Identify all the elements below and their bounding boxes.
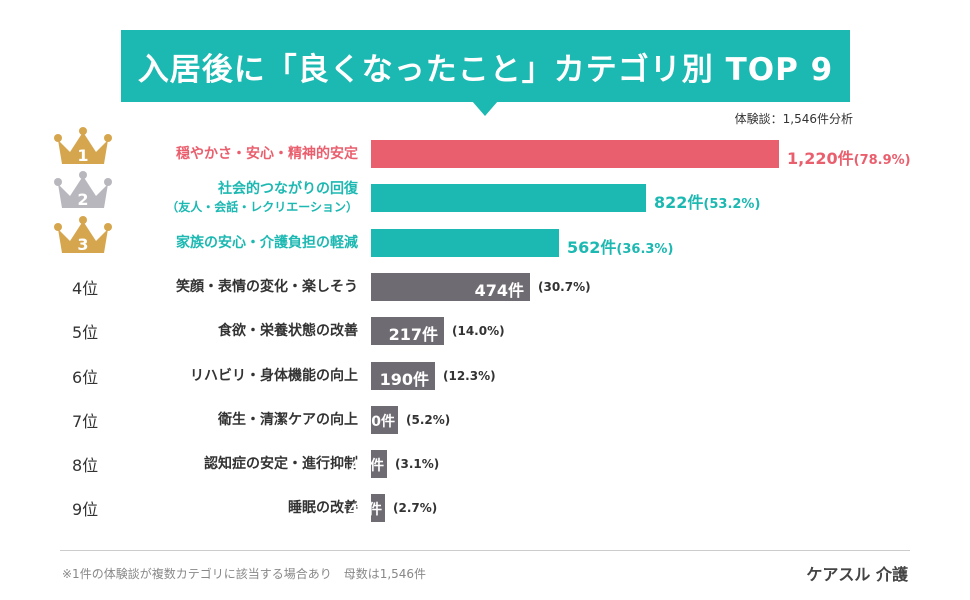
footnote: ※1件の体験談が複数カテゴリに該当する場合あり 母数は1,546件 [62, 567, 427, 581]
bar-value-label: 822件(53.2%) [654, 189, 760, 213]
percent-label: (53.2%) [703, 197, 761, 213]
percent-label: (12.3%) [443, 368, 496, 383]
category-label: 穏やかさ・安心・精神的安定 [176, 145, 358, 163]
category-label-text: 家族の安心・介護負担の軽減 [176, 234, 358, 251]
rank-label: 5位 [72, 323, 99, 343]
bar: 217件 [371, 317, 444, 346]
count-label: 822件 [654, 193, 704, 213]
category-label-text: 衛生・清潔ケアの向上 [218, 411, 358, 428]
rank-label: 4位 [72, 278, 99, 298]
bar-row: 9位 睡眠の改善 41件 (2.7%) [0, 488, 970, 528]
sample-size-note: 体験談：1,546件分析 [734, 112, 853, 126]
footer-divider [60, 550, 910, 551]
category-sublabel: （友人・会話・レクリエーション） [166, 200, 358, 215]
rank-label: 8位 [72, 456, 99, 476]
count-label: 217件 [388, 325, 438, 345]
bar: 80件 [362, 405, 398, 434]
crown-icon: 3 [54, 215, 112, 254]
chart-title: 入居後に「良くなったこと」カテゴリ別 TOP 9 [137, 51, 834, 88]
bar [371, 140, 779, 168]
bar: 41件 [349, 494, 385, 523]
bar: 190件 [371, 361, 435, 390]
title-banner: 入居後に「良くなったこと」カテゴリ別 TOP 9 [121, 30, 850, 102]
bar [371, 184, 646, 213]
percent-label: (30.7%) [538, 279, 591, 294]
count-label: 474件 [474, 280, 524, 300]
bar-row: 8位 認知症の安定・進行抑制 48件 (3.1%) [0, 444, 970, 484]
category-label: 睡眠の改善 [288, 499, 358, 517]
bar: 474件 [371, 272, 530, 301]
category-label-text: リハビリ・身体機能の向上 [190, 367, 358, 384]
category-label: 社会的つながりの回復 （友人・会話・レクリエーション） [166, 180, 358, 216]
crown-icon: 2 [54, 171, 112, 209]
bar [371, 228, 559, 257]
title-pointer [472, 101, 498, 116]
bar-row: 6位 リハビリ・身体機能の向上 190件 (12.3%) [0, 356, 970, 396]
category-label-text: 穏やかさ・安心・精神的安定 [176, 146, 358, 162]
bar-row: 7位 衛生・清潔ケアの向上 80件 (5.2%) [0, 400, 970, 440]
crown-rank-number: 3 [77, 235, 88, 254]
percent-label: (3.1%) [395, 457, 440, 472]
crown-rank-number: 1 [77, 146, 88, 165]
crown-rank-number: 2 [77, 190, 88, 209]
rank-label: 6位 [72, 367, 99, 387]
category-label-text: 社会的つながりの回復 [218, 181, 358, 198]
bar-value-label: 562件(36.3%) [567, 234, 673, 258]
percent-label: (5.2%) [406, 412, 451, 427]
percent-label: (36.3%) [616, 241, 674, 257]
bar-row: 2 社会的つながりの回復 （友人・会話・レクリエーション） 822件(53.2%) [0, 171, 970, 218]
percent-label: (2.7%) [393, 501, 438, 516]
bar: 48件 [351, 450, 387, 479]
category-label-text: 認知症の安定・進行抑制 [204, 456, 358, 473]
bar-row: 1 穏やかさ・安心・精神的安定 1,220件(78.9%) [0, 127, 970, 174]
percent-label: (14.0%) [452, 324, 505, 339]
count-label: 48件 [350, 458, 384, 475]
rank-label: 9位 [72, 500, 99, 520]
category-label: 笑顔・表情の変化・楽しそう [176, 278, 358, 296]
category-label: リハビリ・身体機能の向上 [190, 367, 358, 385]
count-label: 190件 [379, 369, 429, 389]
bar-row: 4位 笑顔・表情の変化・楽しそう 474件 (30.7%) [0, 267, 970, 307]
percent-label: (78.9%) [853, 153, 911, 168]
bar-value-label: 1,220件(78.9%) [787, 145, 911, 169]
count-label: 41件 [348, 502, 382, 519]
category-label-text: 食欲・栄養状態の改善 [218, 323, 358, 340]
category-label: 家族の安心・介護負担の軽減 [176, 234, 358, 252]
count-label: 80件 [361, 413, 395, 430]
bar-row: 3 家族の安心・介護負担の軽減 562件(36.3%) [0, 215, 970, 263]
crown-icon: 1 [54, 127, 112, 165]
category-label: 認知症の安定・進行抑制 [204, 455, 358, 473]
category-label: 食欲・栄養状態の改善 [218, 322, 358, 340]
count-label: 562件 [567, 237, 617, 257]
category-label-text: 睡眠の改善 [288, 500, 358, 517]
bar-row: 5位 食欲・栄養状態の改善 217件 (14.0%) [0, 311, 970, 351]
rank-label: 7位 [72, 411, 99, 431]
category-label-text: 笑顔・表情の変化・楽しそう [176, 278, 358, 295]
brand-logo-text: ケアスル 介護 [806, 565, 908, 584]
count-label: 1,220件 [787, 149, 854, 168]
category-label: 衛生・清潔ケアの向上 [218, 411, 358, 429]
